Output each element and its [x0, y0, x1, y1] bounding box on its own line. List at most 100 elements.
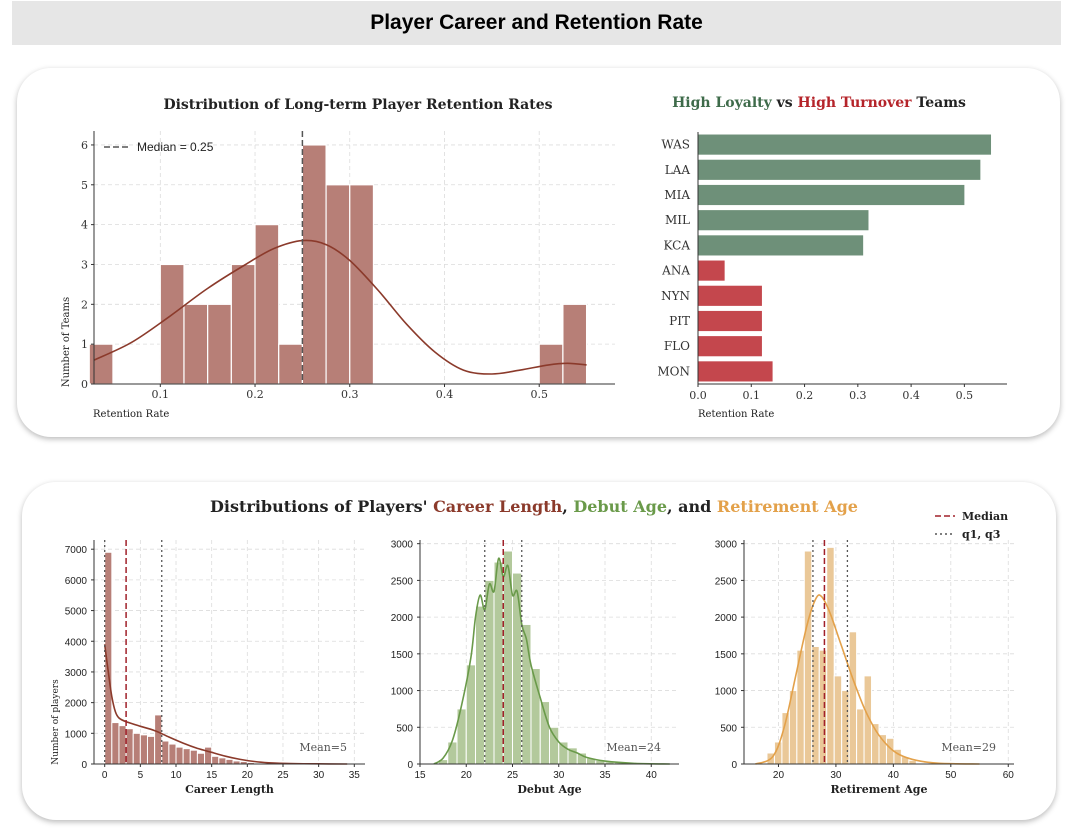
x-tick-label: 15	[206, 770, 218, 781]
team-bar-mia	[698, 184, 965, 206]
team-bar-ana	[698, 260, 725, 281]
histogram-bar	[493, 561, 504, 765]
histogram-bar	[218, 757, 227, 765]
x-tick-label: 0.2	[796, 389, 814, 402]
histogram-bar	[803, 550, 813, 765]
bottom-header: Distributions of Players' Career Length,…	[210, 497, 1008, 541]
x-tick-label: 20	[773, 770, 785, 781]
retention-chart: 0.1 0.2 0.3 0.4 0.5 0 1 2 3 4 5 6 Distribution of Lo…	[61, 97, 615, 420]
x-tick-label: 0.5	[956, 389, 974, 402]
kde-line	[103, 644, 348, 765]
team-bar-nyn	[698, 285, 762, 306]
y-tick-label: 6000	[65, 576, 88, 587]
y-tick-label: 1	[81, 338, 88, 351]
x-tick-label: 30	[553, 770, 565, 781]
y-tick-label: 2500	[391, 576, 414, 587]
x-tick-label: 25	[507, 770, 519, 781]
x-tick-label: 60	[1003, 770, 1015, 781]
histogram-bar	[207, 303, 232, 385]
retention-x-axis-label: Retention Rate	[93, 409, 169, 420]
y-tick-label: 3	[81, 258, 88, 271]
x-tick-label: 5	[138, 770, 144, 781]
team-bar-flo	[698, 336, 762, 357]
histogram-bar	[549, 726, 560, 765]
histogram-bar	[856, 708, 865, 765]
bottom-chart-title: Distributions of Players' Career Length,…	[210, 497, 858, 516]
y-tick-label: 1500	[391, 650, 414, 661]
histogram-bar	[512, 572, 523, 765]
team-bar-mon	[698, 361, 773, 382]
histogram-bar	[146, 735, 156, 765]
y-tick-label: 3000	[715, 540, 738, 551]
histogram-bar	[818, 649, 828, 765]
x-tick-label: 0.4	[436, 388, 454, 401]
kde-line	[433, 557, 670, 765]
y-tick-label: 500	[396, 723, 413, 734]
team-label: MON	[657, 364, 690, 378]
team-label: MIL	[665, 213, 690, 227]
y-tick-label: 500	[720, 723, 737, 734]
histogram-bar	[196, 752, 206, 765]
histogram-bar	[230, 263, 256, 385]
x-tick-label: 40	[646, 770, 658, 781]
y-tick-label: 5	[81, 179, 88, 192]
y-tick-label: 5000	[65, 607, 88, 618]
team-label: KCA	[664, 238, 691, 252]
career-mean-label: Mean=5	[299, 741, 347, 754]
histogram-bar	[833, 675, 843, 765]
y-tick-label: 2000	[391, 613, 414, 624]
histogram-bar	[225, 758, 234, 765]
x-tick-label: 50	[945, 770, 957, 781]
x-tick-label: 0.5	[530, 388, 548, 401]
team-label: MIA	[664, 188, 690, 202]
team-label: PIT	[669, 314, 690, 328]
histogram-bar	[562, 303, 588, 385]
histogram-bar	[325, 184, 351, 385]
kde-line	[93, 239, 587, 375]
histogram-bar	[183, 303, 209, 385]
histogram-bar	[848, 631, 858, 765]
team-bar-laa	[698, 159, 981, 180]
y-tick-label: 6	[81, 139, 88, 152]
team-label: NYN	[661, 289, 690, 303]
y-tick-label: 0	[731, 760, 737, 771]
histogram-bar	[154, 714, 163, 765]
histogram-bar	[132, 732, 141, 765]
y-tick-label: 4	[81, 219, 88, 232]
x-tick-label: 25	[277, 770, 289, 781]
y-tick-label: 4000	[65, 637, 88, 648]
histogram-bar	[88, 343, 114, 385]
histogram-bar	[826, 546, 835, 765]
y-tick-label: 0	[407, 760, 413, 771]
x-tick-label: 30	[313, 770, 325, 781]
histogram-bar	[189, 749, 198, 765]
histogram-bar	[447, 741, 458, 765]
histogram-bar	[182, 748, 191, 765]
page-title: Player Career and Retention Rate	[370, 11, 703, 34]
team-label: FLO	[664, 339, 690, 353]
retention-y-axis-label: Number of Teams	[61, 297, 72, 387]
y-tick-label: 2000	[715, 613, 738, 624]
teams-chart: WAS LAA MIA MIL KCA ANA NYN PIT FLO MON 0.0 0.1 0.2 0…	[657, 95, 1007, 420]
x-tick-label: 15	[414, 770, 426, 781]
debut-chart: 15 20 25 30 35 40 0 500 1000 1500 2000 2500 3000 Debu…	[391, 540, 679, 796]
teams-chart-title: High Loyalty vs High Turnover Teams	[672, 95, 966, 111]
y-tick-label: 2500	[715, 576, 738, 587]
team-bar-kca	[698, 235, 864, 256]
median-legend-label: Median = 0.25	[137, 140, 214, 154]
histogram-bar	[111, 722, 120, 765]
histogram-bar	[278, 343, 303, 385]
x-tick-label: 0.2	[246, 388, 264, 401]
histogram-bar	[211, 755, 220, 765]
career-x-axis-label: Career Length	[185, 783, 274, 796]
x-tick-label: 0.3	[849, 389, 867, 402]
team-label: ANA	[661, 264, 690, 278]
legend-label: Median	[962, 510, 1008, 523]
histogram-bar	[168, 743, 177, 765]
y-tick-label: 0	[81, 760, 87, 771]
y-tick-label: 3000	[391, 540, 414, 551]
histogram-bar	[204, 746, 213, 765]
x-tick-label: 35	[349, 770, 361, 781]
team-label: WAS	[661, 138, 690, 152]
